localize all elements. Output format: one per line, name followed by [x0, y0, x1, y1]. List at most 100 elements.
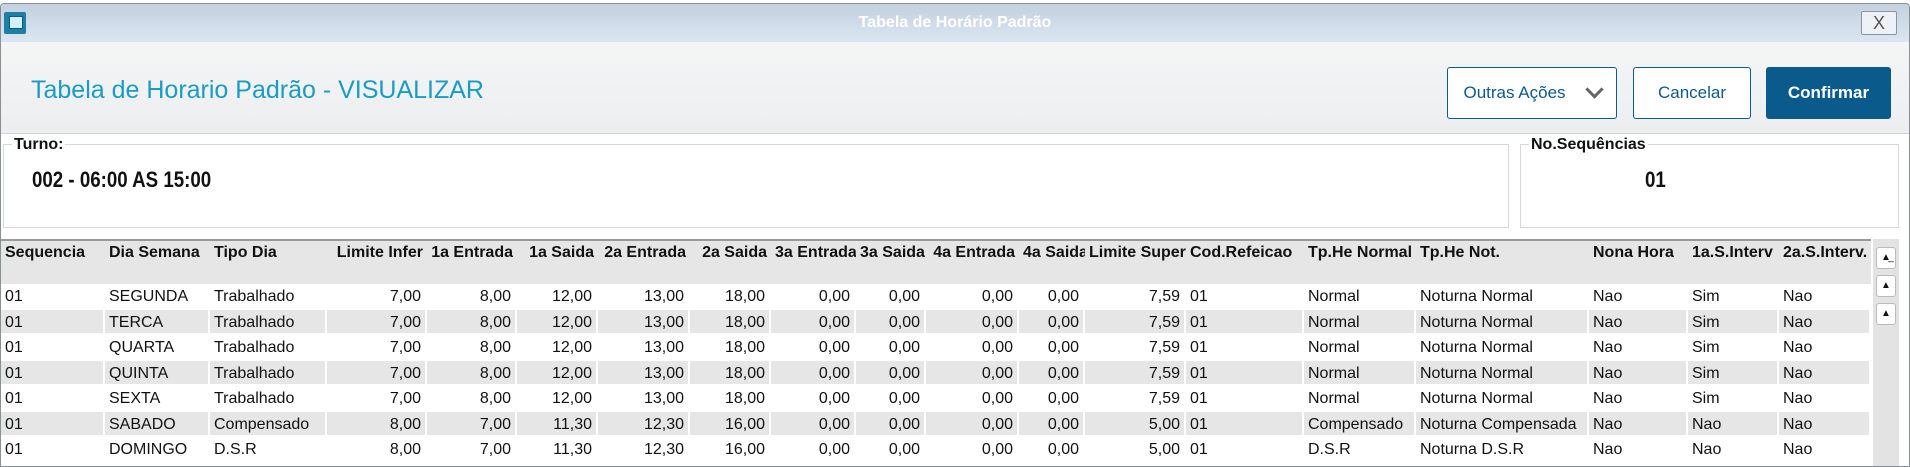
app-icon: [4, 12, 26, 34]
chevron-down-icon: [1584, 79, 1604, 99]
table-cell: 0,00: [926, 411, 1019, 435]
table-cell: Sim: [1688, 309, 1779, 333]
table-cell: 0,00: [926, 284, 1019, 307]
column-header[interactable]: 4a Saida: [1023, 244, 1085, 261]
table-row[interactable]: 01 DOMINGO D.S.R 8,00 7,00 11,30 12,30 16,00 0,0…: [1, 437, 1871, 462]
table-cell: 0,00: [1019, 386, 1085, 409]
column-header[interactable]: 2a.S.Interv.: [1783, 244, 1868, 261]
other-actions-button[interactable]: Outras Ações: [1447, 67, 1617, 119]
table-cell: Nao: [1779, 411, 1871, 435]
table-cell: 11,30: [517, 411, 598, 435]
table-cell: 7,00: [427, 411, 517, 435]
table-cell: Nao: [1779, 360, 1871, 384]
table-cell: Nao: [1688, 437, 1779, 460]
table-cell: 0,00: [926, 386, 1019, 409]
column-header[interactable]: 4a Entrada: [933, 244, 1015, 261]
table-cell: 01: [1, 335, 105, 358]
dialog-window: Tabela de Horário Padrão X Tabela de Hor…: [0, 3, 1910, 467]
turno-field: Turno: 002 - 06:00 AS 15:00: [3, 136, 1509, 228]
column-header[interactable]: Limite Super: [1089, 244, 1186, 261]
column-header[interactable]: Sequencia: [5, 244, 86, 261]
table-cell: Trabalhado: [210, 386, 327, 409]
confirm-button[interactable]: Confirmar: [1766, 67, 1891, 119]
table-cell: 7,59: [1085, 386, 1186, 409]
table-cell: Noturna Normal: [1416, 386, 1589, 409]
close-button[interactable]: X: [1861, 11, 1897, 35]
table-cell: 8,00: [427, 335, 517, 358]
table-cell: Normal: [1304, 309, 1416, 333]
table-cell: 12,00: [517, 335, 598, 358]
table-cell: 12,00: [517, 309, 598, 333]
table-cell: 0,00: [926, 360, 1019, 384]
table-row[interactable]: 01 SABADO Compensado 8,00 7,00 11,30 12,30 16,0…: [1, 411, 1871, 437]
column-header[interactable]: Dia Semana: [109, 244, 200, 261]
up-icon[interactable]: ▲: [1876, 303, 1896, 325]
table-cell: 01: [1, 437, 105, 460]
table-cell: 7,00: [327, 360, 427, 384]
table-cell: 01: [1, 386, 105, 409]
table-row[interactable]: 01 SEGUNDA Trabalhado 7,00 8,00 12,00 13,00 18,…: [1, 284, 1871, 309]
table-cell: Trabalhado: [210, 284, 327, 307]
table-cell: 0,00: [771, 386, 856, 409]
table-cell: 8,00: [327, 411, 427, 435]
window-title: Tabela de Horário Padrão: [858, 14, 1052, 31]
table-row[interactable]: 01 QUARTA Trabalhado 7,00 8,00 12,00 13,00 18,0…: [1, 335, 1871, 360]
table-cell: 12,00: [517, 284, 598, 307]
table-cell: 0,00: [1019, 437, 1085, 460]
table-cell: 0,00: [771, 437, 856, 460]
table-cell: 5,00: [1085, 411, 1186, 435]
table-cell: 7,00: [427, 437, 517, 460]
turno-value: 002 - 06:00 AS 15:00: [32, 167, 212, 192]
column-header[interactable]: Limite Infer: [336, 244, 423, 261]
table-cell: 13,00: [598, 335, 690, 358]
column-header[interactable]: 2a Entrada: [604, 244, 686, 261]
table-cell: 01: [1, 360, 105, 384]
table-cell: SEGUNDA: [105, 284, 210, 307]
column-header[interactable]: Tp.He Normal: [1308, 244, 1413, 261]
table-row[interactable]: 01 TERCA Trabalhado 7,00 8,00 12,00 13,00 18,00…: [1, 309, 1871, 335]
column-header[interactable]: Tipo Dia: [214, 244, 277, 261]
vertical-scrollbar[interactable]: ▲̲ ▲ ▲: [1873, 239, 1899, 466]
table-cell: 0,00: [1019, 309, 1085, 333]
cancel-button[interactable]: Cancelar: [1633, 67, 1751, 119]
table-cell: Sim: [1688, 284, 1779, 307]
table-cell: Noturna Normal: [1416, 309, 1589, 333]
column-header[interactable]: 2a Saida: [702, 244, 767, 261]
column-header[interactable]: 3a Entrada: [775, 244, 856, 261]
page-title: Tabela de Horario Padrão - VISUALIZAR: [31, 76, 484, 104]
table-cell: Trabalhado: [210, 309, 327, 333]
table-cell: 11,30: [517, 437, 598, 460]
column-header[interactable]: Tp.He Not.: [1420, 244, 1500, 261]
table-cell: 8,00: [427, 386, 517, 409]
table-cell: 7,59: [1085, 360, 1186, 384]
table-cell: Nao: [1589, 386, 1688, 409]
table-cell: 01: [1186, 360, 1304, 384]
table-cell: 18,00: [690, 309, 771, 333]
table-cell: 7,00: [327, 386, 427, 409]
table-cell: Normal: [1304, 284, 1416, 307]
table-cell: Nao: [1779, 386, 1871, 409]
column-header[interactable]: Cod.Refeicao: [1190, 244, 1293, 261]
table-cell: Nao: [1688, 411, 1779, 435]
table-cell: 01: [1186, 335, 1304, 358]
table-cell: Trabalhado: [210, 360, 327, 384]
table-cell: 0,00: [771, 335, 856, 358]
table-cell: Noturna Normal: [1416, 360, 1589, 384]
column-header[interactable]: 1a Saida: [529, 244, 594, 261]
table-row[interactable]: 01 QUINTA Trabalhado 7,00 8,00 12,00 13,00 18,0…: [1, 360, 1871, 386]
table-cell: 7,59: [1085, 335, 1186, 358]
column-header[interactable]: 3a Saida: [860, 244, 925, 261]
table-cell: 12,30: [598, 437, 690, 460]
table-cell: Sim: [1688, 335, 1779, 358]
sequencias-value: 01: [1645, 167, 1666, 192]
column-header[interactable]: 1a.S.Interv: [1692, 244, 1773, 261]
table-cell: Sim: [1688, 386, 1779, 409]
sequencias-field: No.Sequências 01: [1520, 136, 1899, 228]
page-up-icon[interactable]: ▲: [1876, 275, 1896, 297]
scroll-top-icon[interactable]: ▲̲: [1876, 247, 1896, 269]
table-row[interactable]: 01 SEXTA Trabalhado 7,00 8,00 12,00 13,00 18,00…: [1, 386, 1871, 411]
other-actions-label: Outras Ações: [1463, 83, 1566, 102]
table-cell: 0,00: [856, 335, 926, 358]
column-header[interactable]: 1a Entrada: [431, 244, 513, 261]
column-header[interactable]: Nona Hora: [1593, 244, 1674, 261]
